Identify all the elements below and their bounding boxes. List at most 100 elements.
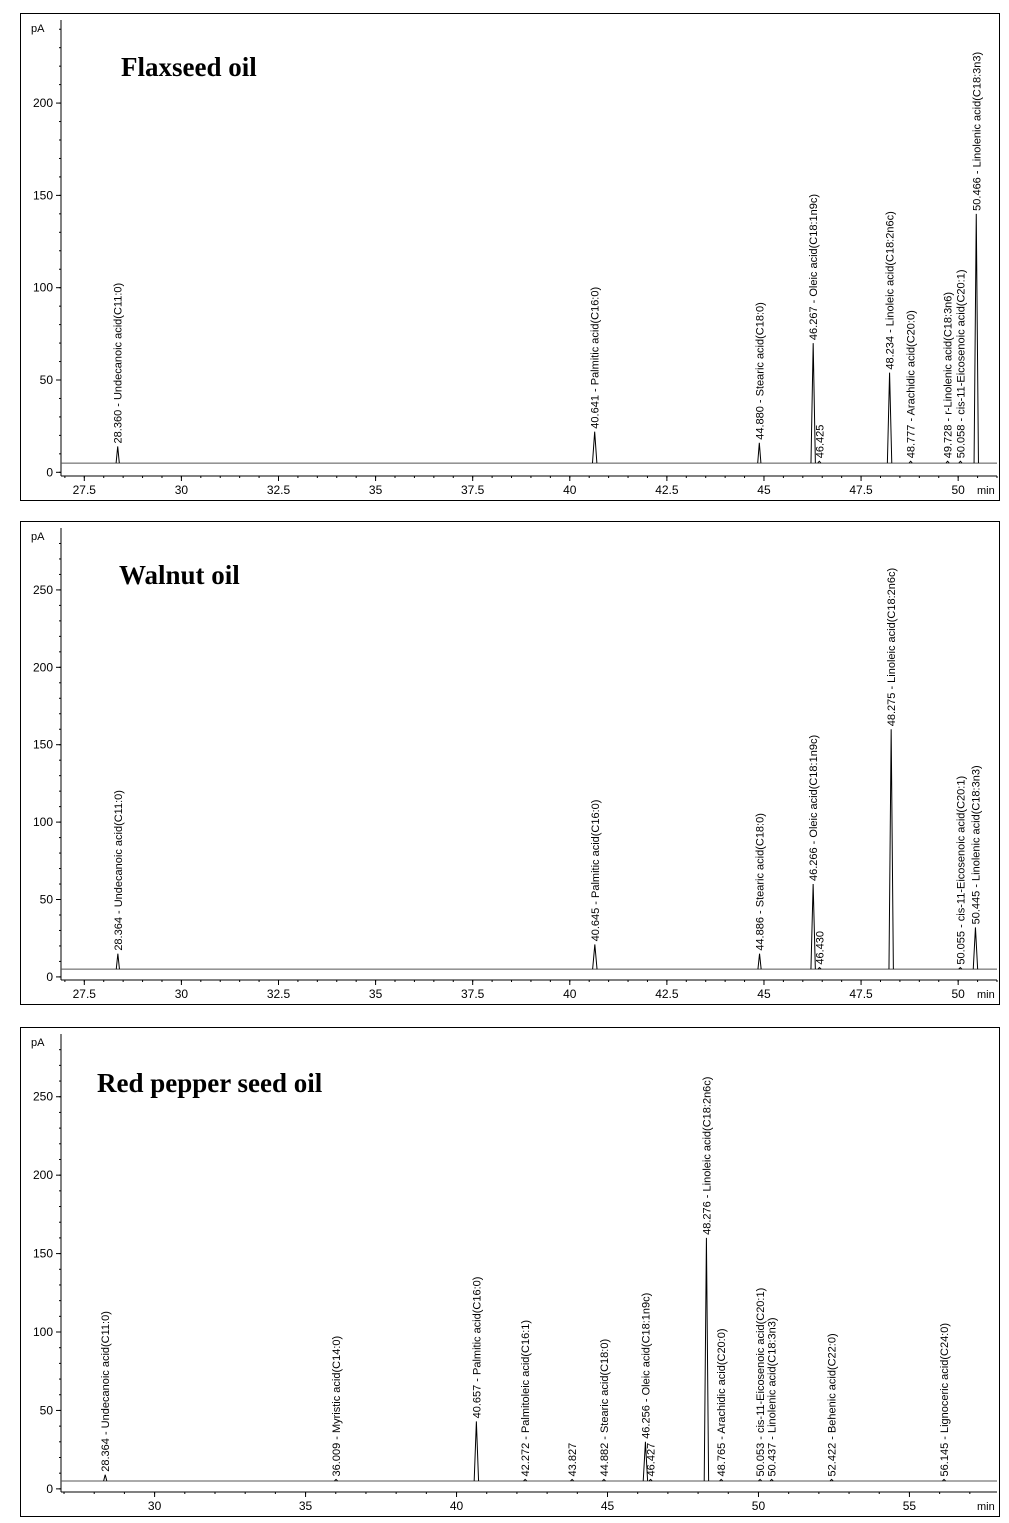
x-tick-label: 45 — [757, 987, 771, 1001]
peak — [570, 1478, 575, 1482]
y-tick-label: 150 — [33, 738, 53, 752]
peak — [719, 1478, 724, 1482]
y-tick-label: 0 — [46, 1482, 53, 1496]
peak-label: 49.728 - r-Linolenic acid(C18:3n6) — [943, 292, 955, 458]
peak — [810, 884, 816, 970]
peak — [757, 442, 762, 464]
peak-label: 46.266 - Oleic acid(C18:1n9c) — [808, 735, 820, 881]
x-tick-label: 55 — [903, 1499, 917, 1513]
chromatogram-red-pepper: Red pepper seed oil pA min 0 50 100 150 200 2… — [20, 1027, 1000, 1517]
peak — [888, 729, 894, 970]
x-unit-label: min — [977, 989, 995, 1001]
x-tick-label: 40 — [563, 483, 577, 497]
peak — [115, 446, 120, 464]
x-tick-label: 50 — [951, 987, 965, 1001]
y-tick-label: 100 — [33, 1325, 53, 1339]
peak — [817, 460, 822, 464]
x-tick-label: 40 — [563, 987, 577, 1001]
y-tick-label: 250 — [33, 1090, 53, 1104]
x-tick-label: 30 — [148, 1499, 162, 1513]
peak — [817, 966, 822, 970]
peak-label: 50.466 - Linolenic acid(C18:3n3) — [971, 52, 983, 211]
x-tick-label: 37.5 — [461, 483, 485, 497]
peak-label: 28.364 - Undecanoic acid(C11:0) — [100, 1311, 112, 1472]
peak — [958, 460, 963, 464]
y-unit-label: pA — [31, 531, 45, 543]
y-tick-label: 200 — [33, 1168, 53, 1182]
peak — [958, 966, 963, 970]
peak — [973, 213, 979, 464]
peak — [115, 953, 120, 970]
peak-label: 46.267 - Oleic acid(C18:1n9c) — [808, 194, 820, 340]
x-tick-label: 37.5 — [461, 987, 485, 1001]
peak-label: 50.053 - cis-11-Eicosenoic acid(C20:1) — [755, 1288, 767, 1477]
x-tick-label: 45 — [601, 1499, 615, 1513]
y-tick-label: 200 — [33, 660, 53, 674]
y-tick-label: 100 — [33, 281, 53, 295]
x-tick-label: 32.5 — [267, 987, 291, 1001]
peak-label: 40.645 - Palmitic acid(C16:0) — [590, 800, 602, 942]
x-tick-label: 50 — [951, 483, 965, 497]
peak-label: 50.055 - cis-11-Eicosenoic acid(C20:1) — [955, 776, 967, 965]
panel-title: Red pepper seed oil — [97, 1068, 323, 1098]
x-tick-label: 35 — [369, 483, 383, 497]
chromatogram-flaxseed-svg: Flaxseed oil pA min 0 50 100 150 200 27.5 30 32… — [31, 20, 998, 497]
peak-label: 56.145 - Lignoceric acid(C24:0) — [939, 1323, 951, 1476]
peak-label: 48.765 - Arachidic acid(C20:0) — [716, 1328, 728, 1476]
peak-label: 44.882 - Stearic acid(C18:0) — [599, 1339, 611, 1477]
peak — [829, 1478, 834, 1482]
peak — [972, 927, 979, 970]
x-tick-label: 42.5 — [655, 483, 679, 497]
peak — [945, 460, 950, 464]
peak-label: 40.641 - Palmitic acid(C16:0) — [590, 287, 602, 429]
peak-label: 44.886 - Stearic acid(C18:0) — [755, 813, 767, 951]
peak — [642, 1441, 649, 1482]
x-tick-label: 32.5 — [267, 483, 291, 497]
peak — [648, 1478, 653, 1482]
peak — [908, 460, 913, 464]
x-tick-label: 27.5 — [73, 483, 97, 497]
peak-label: 28.364 - Undecanoic acid(C11:0) — [113, 790, 125, 951]
peak — [810, 343, 816, 464]
x-tick-label: 45 — [757, 483, 771, 497]
peak — [103, 1474, 108, 1482]
peak — [523, 1478, 528, 1482]
x-tick-label: 50 — [752, 1499, 766, 1513]
peak — [592, 944, 598, 970]
y-tick-label: 150 — [33, 188, 53, 202]
peak-label: 43.827 — [567, 1443, 579, 1477]
peak — [334, 1478, 338, 1482]
peak-label: 42.272 - Palmitoleic acid(C16:1) — [520, 1320, 532, 1477]
y-tick-label: 150 — [33, 1247, 53, 1261]
peak-label: 48.275 - Linoleic acid(C18:2n6c) — [886, 568, 898, 726]
peak-label: 48.234 - Linoleic acid(C18:2n6c) — [885, 211, 897, 369]
x-tick-label: 42.5 — [655, 987, 679, 1001]
chromatogram-walnut: Walnut oil pA min 0 50 100 150 200 250 27.5 30 3… — [20, 521, 1000, 1005]
y-tick-label: 0 — [46, 465, 53, 479]
peak-label: 46.425 — [814, 425, 826, 459]
peak — [757, 953, 762, 970]
peak-label: 48.276 - Linoleic acid(C18:2n6c) — [701, 1077, 713, 1235]
peak-label: 40.657 - Palmitic acid(C16:0) — [471, 1277, 483, 1419]
peak — [758, 1478, 763, 1482]
x-tick-label: 35 — [299, 1499, 313, 1513]
x-tick-label: 47.5 — [849, 483, 873, 497]
peak — [703, 1237, 710, 1482]
x-tick-label: 30 — [175, 483, 189, 497]
y-tick-label: 50 — [40, 893, 54, 907]
peak-label: 44.880 - Stearic acid(C18:0) — [754, 302, 766, 440]
x-unit-label: min — [977, 1501, 995, 1513]
y-tick-label: 250 — [33, 583, 53, 597]
y-tick-label: 200 — [33, 96, 53, 110]
peak-label: 46.430 — [815, 931, 827, 965]
peak — [473, 1421, 480, 1482]
peak — [886, 372, 893, 464]
y-tick-label: 0 — [46, 970, 53, 984]
peak-label: 36.009 - Myristic acid(C14:0) — [331, 1336, 343, 1477]
y-tick-label: 100 — [33, 815, 53, 829]
peak-label: 50.058 - cis-11-Eicosenoic acid(C20:1) — [955, 270, 967, 459]
peak-label: 50.437 - Linolenic acid(C18:3n3) — [767, 1317, 779, 1476]
x-tick-label: 30 — [175, 987, 189, 1001]
chromatogram-walnut-svg: Walnut oil pA min 0 50 100 150 200 250 27.5 30 3… — [31, 528, 998, 1001]
peak-label: 48.777 - Arachidic acid(C20:0) — [906, 310, 918, 458]
